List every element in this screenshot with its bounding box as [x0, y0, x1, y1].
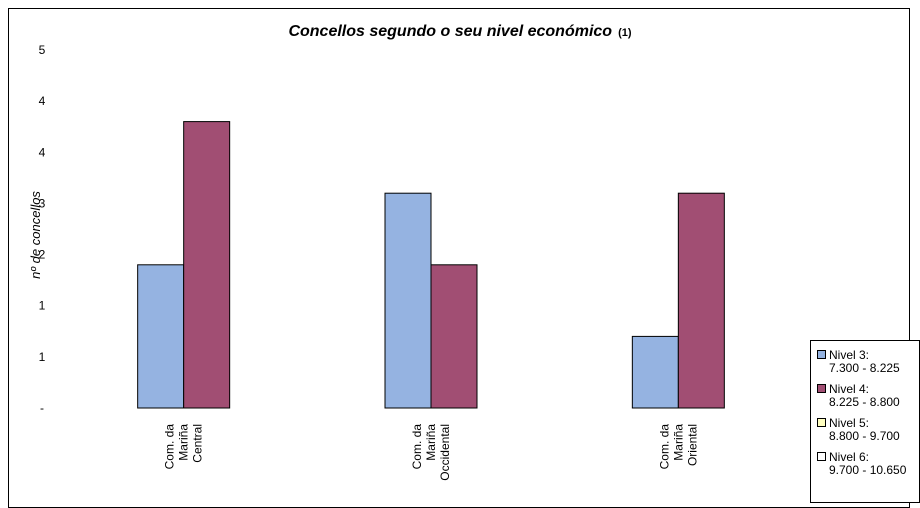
x-category-label: Oriental — [685, 424, 699, 466]
x-category-label: Mariña — [424, 424, 438, 461]
y-tick-label: - — [40, 401, 44, 415]
chart-title: Concellos segundo o seu nivel económico (… — [0, 23, 920, 41]
legend-label-nivel-4: Nivel 4: — [829, 382, 870, 396]
bar-nivel-3 — [384, 192, 432, 409]
bar-nivel-4 — [183, 121, 231, 409]
legend-swatch-nivel-5 — [817, 418, 826, 427]
legend-range-nivel-3: 7.300 - 8.225 — [829, 361, 900, 375]
y-tick-label: 4 — [39, 145, 46, 159]
x-category-label: Central — [191, 424, 205, 463]
legend-item-nivel-3: Nivel 3: 7.300 - 8.225 — [817, 349, 919, 375]
x-category-label: Com. da — [657, 424, 671, 470]
legend-swatch-nivel-4 — [817, 384, 826, 393]
legend-range-nivel-5: 8.800 - 9.700 — [829, 429, 900, 443]
legend-item-nivel-5: Nivel 5: 8.800 - 9.700 — [817, 417, 919, 443]
bar-nivel-3 — [631, 335, 679, 409]
y-tick-label: 5 — [39, 43, 46, 57]
bar-nivel-4 — [677, 192, 725, 409]
legend-item-nivel-6: Nivel 6: 9.700 - 10.650 — [817, 451, 919, 477]
legend-label-nivel-5: Nivel 5: — [829, 416, 870, 430]
x-category-label: Mariña — [671, 424, 685, 461]
y-tick-label: 4 — [39, 94, 46, 108]
legend-range-nivel-6: 9.700 - 10.650 — [829, 463, 907, 477]
y-tick-label: 3 — [39, 196, 46, 210]
bar-nivel-3 — [137, 264, 185, 409]
legend-range-nivel-4: 8.225 - 8.800 — [829, 395, 900, 409]
legend-swatch-nivel-3 — [817, 350, 826, 359]
y-tick-label: 1 — [39, 350, 46, 364]
chart-title-text: Concellos segundo o seu nivel económico — [288, 23, 613, 40]
legend-label-nivel-6: Nivel 6: — [829, 450, 870, 464]
legend: Nivel 3: 7.300 - 8.225 Nivel 4: 8.225 - … — [810, 340, 920, 503]
x-category-label: Com. da — [163, 424, 177, 470]
chart-frame — [8, 8, 910, 508]
bar-nivel-4 — [430, 264, 478, 409]
y-axis-title: nº de concellos — [28, 191, 43, 279]
x-category-label: Occidental — [438, 424, 452, 481]
legend-swatch-nivel-6 — [817, 452, 826, 461]
x-category-label: Com. da — [410, 424, 424, 470]
y-tick-label: 1 — [39, 299, 46, 313]
x-category-label: Mariña — [177, 424, 191, 461]
legend-label-nivel-3: Nivel 3: — [829, 348, 870, 362]
chart-title-note: (1) — [618, 27, 632, 39]
legend-item-nivel-4: Nivel 4: 8.225 - 8.800 — [817, 383, 919, 409]
y-tick-label: 2 — [39, 248, 46, 262]
